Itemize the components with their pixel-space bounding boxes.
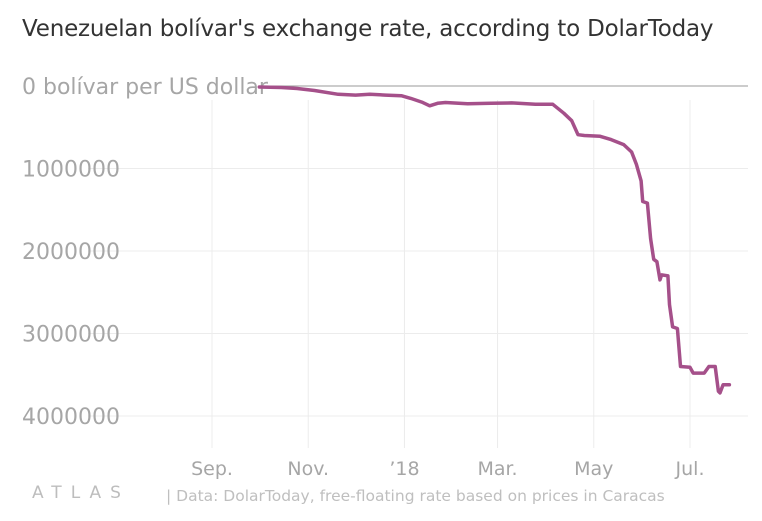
x-tick-label: Nov. (287, 458, 329, 480)
x-tick-label: Jul. (675, 458, 705, 480)
x-tick-label: Sep. (191, 458, 233, 480)
y-tick-label: 4000000 (22, 405, 120, 430)
horizontal-gridlines (88, 85, 748, 417)
y-tick-label: 0 bolívar per US dollar (22, 75, 269, 100)
x-tick-label: ’18 (389, 458, 419, 480)
y-tick-label: 2000000 (22, 240, 120, 265)
x-axis-ticks: Sep. Nov. ’18 Mar. May Jul. (191, 458, 704, 480)
exchange-rate-line (257, 85, 732, 395)
y-tick-label: 1000000 (22, 158, 120, 183)
chart-title: Venezuelan bolívar's exchange rate, acco… (22, 16, 714, 42)
x-tick-label: May (574, 458, 613, 480)
source-note: | Data: DolarToday, free-floating rate b… (166, 487, 665, 505)
vertical-gridlines (211, 100, 691, 448)
y-tick-label: 3000000 (22, 323, 120, 348)
atlas-logo: ATLAS (32, 483, 130, 503)
x-tick-label: Mar. (477, 458, 517, 480)
y-axis-ticks: 0 bolívar per US dollar 1000000 2000000 300… (22, 75, 269, 430)
